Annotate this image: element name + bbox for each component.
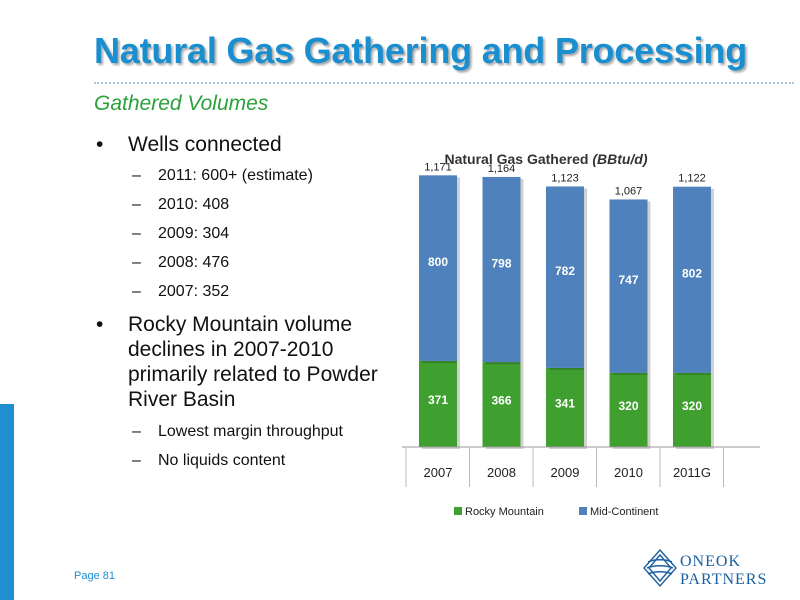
sub-bullet-2007: – 2007: 352 (132, 282, 229, 302)
sub-bullet-text: 2010: 408 (158, 196, 230, 213)
chart-title: Natural Gas Gathered (BBtu/d) (444, 151, 647, 167)
bar-rocky-mountain-2009 (546, 367, 584, 447)
legend-label: Rocky Mountain (465, 506, 544, 518)
bullet-dot: • (96, 133, 104, 156)
data-label: 366 (491, 394, 511, 408)
x-tick-label: 2008 (487, 465, 516, 480)
total-label: 1,123 (551, 172, 579, 184)
data-label: 320 (618, 399, 638, 413)
slide-subtitle: Gathered Volumes (94, 92, 269, 115)
sub-bullet-text: 2009: 304 (158, 225, 230, 242)
data-label: 782 (555, 264, 575, 278)
bullet-line: primarily related to Powder (128, 363, 378, 386)
slide-title: Natural Gas Gathering and Processing (94, 30, 747, 71)
legend-label: Mid-Continent (590, 506, 658, 518)
dash: – (132, 196, 141, 213)
dash: – (132, 423, 141, 440)
title-divider (94, 82, 794, 84)
oneok-partners-logo (643, 548, 677, 588)
data-label: 800 (428, 255, 448, 269)
legend-swatch (454, 507, 462, 515)
total-label: 1,171 (424, 161, 452, 173)
total-label: 1,122 (678, 173, 706, 185)
dash: – (132, 452, 141, 469)
sub-bullet-no-liquids: – No liquids content (132, 451, 285, 471)
data-label: 371 (428, 393, 448, 407)
sub-bullet-text: No liquids content (158, 452, 286, 469)
sub-bullet-text: 2008: 476 (158, 254, 230, 271)
x-tick-label: 2010 (614, 465, 643, 480)
logo-text-partners: PARTNERS (680, 571, 768, 588)
bullet-rocky-mountain: • Rocky Mountain volume declines in 2007… (96, 312, 378, 412)
data-label: 747 (618, 273, 638, 287)
bar-mid-continent-2007 (419, 175, 457, 361)
left-accent-bar (0, 404, 14, 600)
bar-rocky-mountain-2010 (609, 372, 648, 447)
legend: Rocky Mountain Mid-Continent (454, 506, 658, 518)
bullet-text: Wells connected (128, 133, 282, 156)
dash: – (132, 225, 141, 242)
data-label: 341 (555, 396, 575, 410)
bullet-line: Rocky Mountain volume (128, 313, 353, 336)
x-tick-label: 2009 (551, 465, 580, 480)
bullet-wells-connected: • Wells connected (96, 132, 282, 157)
data-label: 320 (682, 399, 702, 413)
x-tick-label: 2007 (424, 465, 453, 480)
sub-bullet-text: 2007: 352 (158, 283, 230, 300)
bar-mid-continent-2008 (482, 176, 521, 363)
dash: – (132, 254, 141, 271)
bar-mid-continent-2010 (609, 199, 648, 373)
x-axis-ticks: 2007 2008 2009 2010 2011G (405, 447, 724, 487)
bars-group: 371 800 1,171 366 798 1,164 341 782 1,123 320 747 1… (419, 161, 714, 449)
data-label: 798 (491, 257, 511, 271)
sub-bullet-2011: – 2011: 600+ (estimate) (132, 166, 313, 186)
bullet-line: River Basin (128, 388, 236, 411)
total-label: 1,164 (488, 163, 516, 175)
bar-rocky-mountain-2007 (419, 360, 457, 447)
total-label: 1,067 (615, 185, 643, 197)
sub-bullet-2008: – 2008: 476 (132, 253, 229, 273)
bar-mid-continent-2009 (546, 186, 584, 368)
stacked-bar-chart: Natural Gas Gathered (BBtu/d) 371 800 1,17… (402, 151, 760, 518)
x-tick-label: 2011G (673, 465, 711, 480)
sub-bullet-lowest-margin: – Lowest margin throughput (132, 422, 343, 442)
sub-bullet-2009: – 2009: 304 (132, 224, 229, 244)
sub-bullet-2010: – 2010: 408 (132, 195, 229, 215)
page-number: Page 81 (74, 570, 115, 582)
dash: – (132, 283, 141, 300)
bullet-line: declines in 2007-2010 (128, 338, 334, 361)
legend-swatch (579, 507, 587, 515)
logo-mark-icon (643, 548, 677, 588)
dash: – (132, 167, 141, 184)
sub-bullet-text: Lowest margin throughput (158, 423, 343, 440)
sub-bullet-text: 2011: 600+ (estimate) (158, 167, 313, 184)
bar-rocky-mountain-2011g (673, 372, 711, 447)
bullet-text: Rocky Mountain volume declines in 2007-2… (128, 312, 378, 412)
bullet-dot: • (96, 313, 104, 336)
bar-rocky-mountain-2008 (482, 362, 521, 447)
data-label: 802 (682, 267, 702, 281)
logo-text-oneok: ONEOK (680, 553, 741, 570)
bar-mid-continent-2011g (673, 186, 711, 373)
